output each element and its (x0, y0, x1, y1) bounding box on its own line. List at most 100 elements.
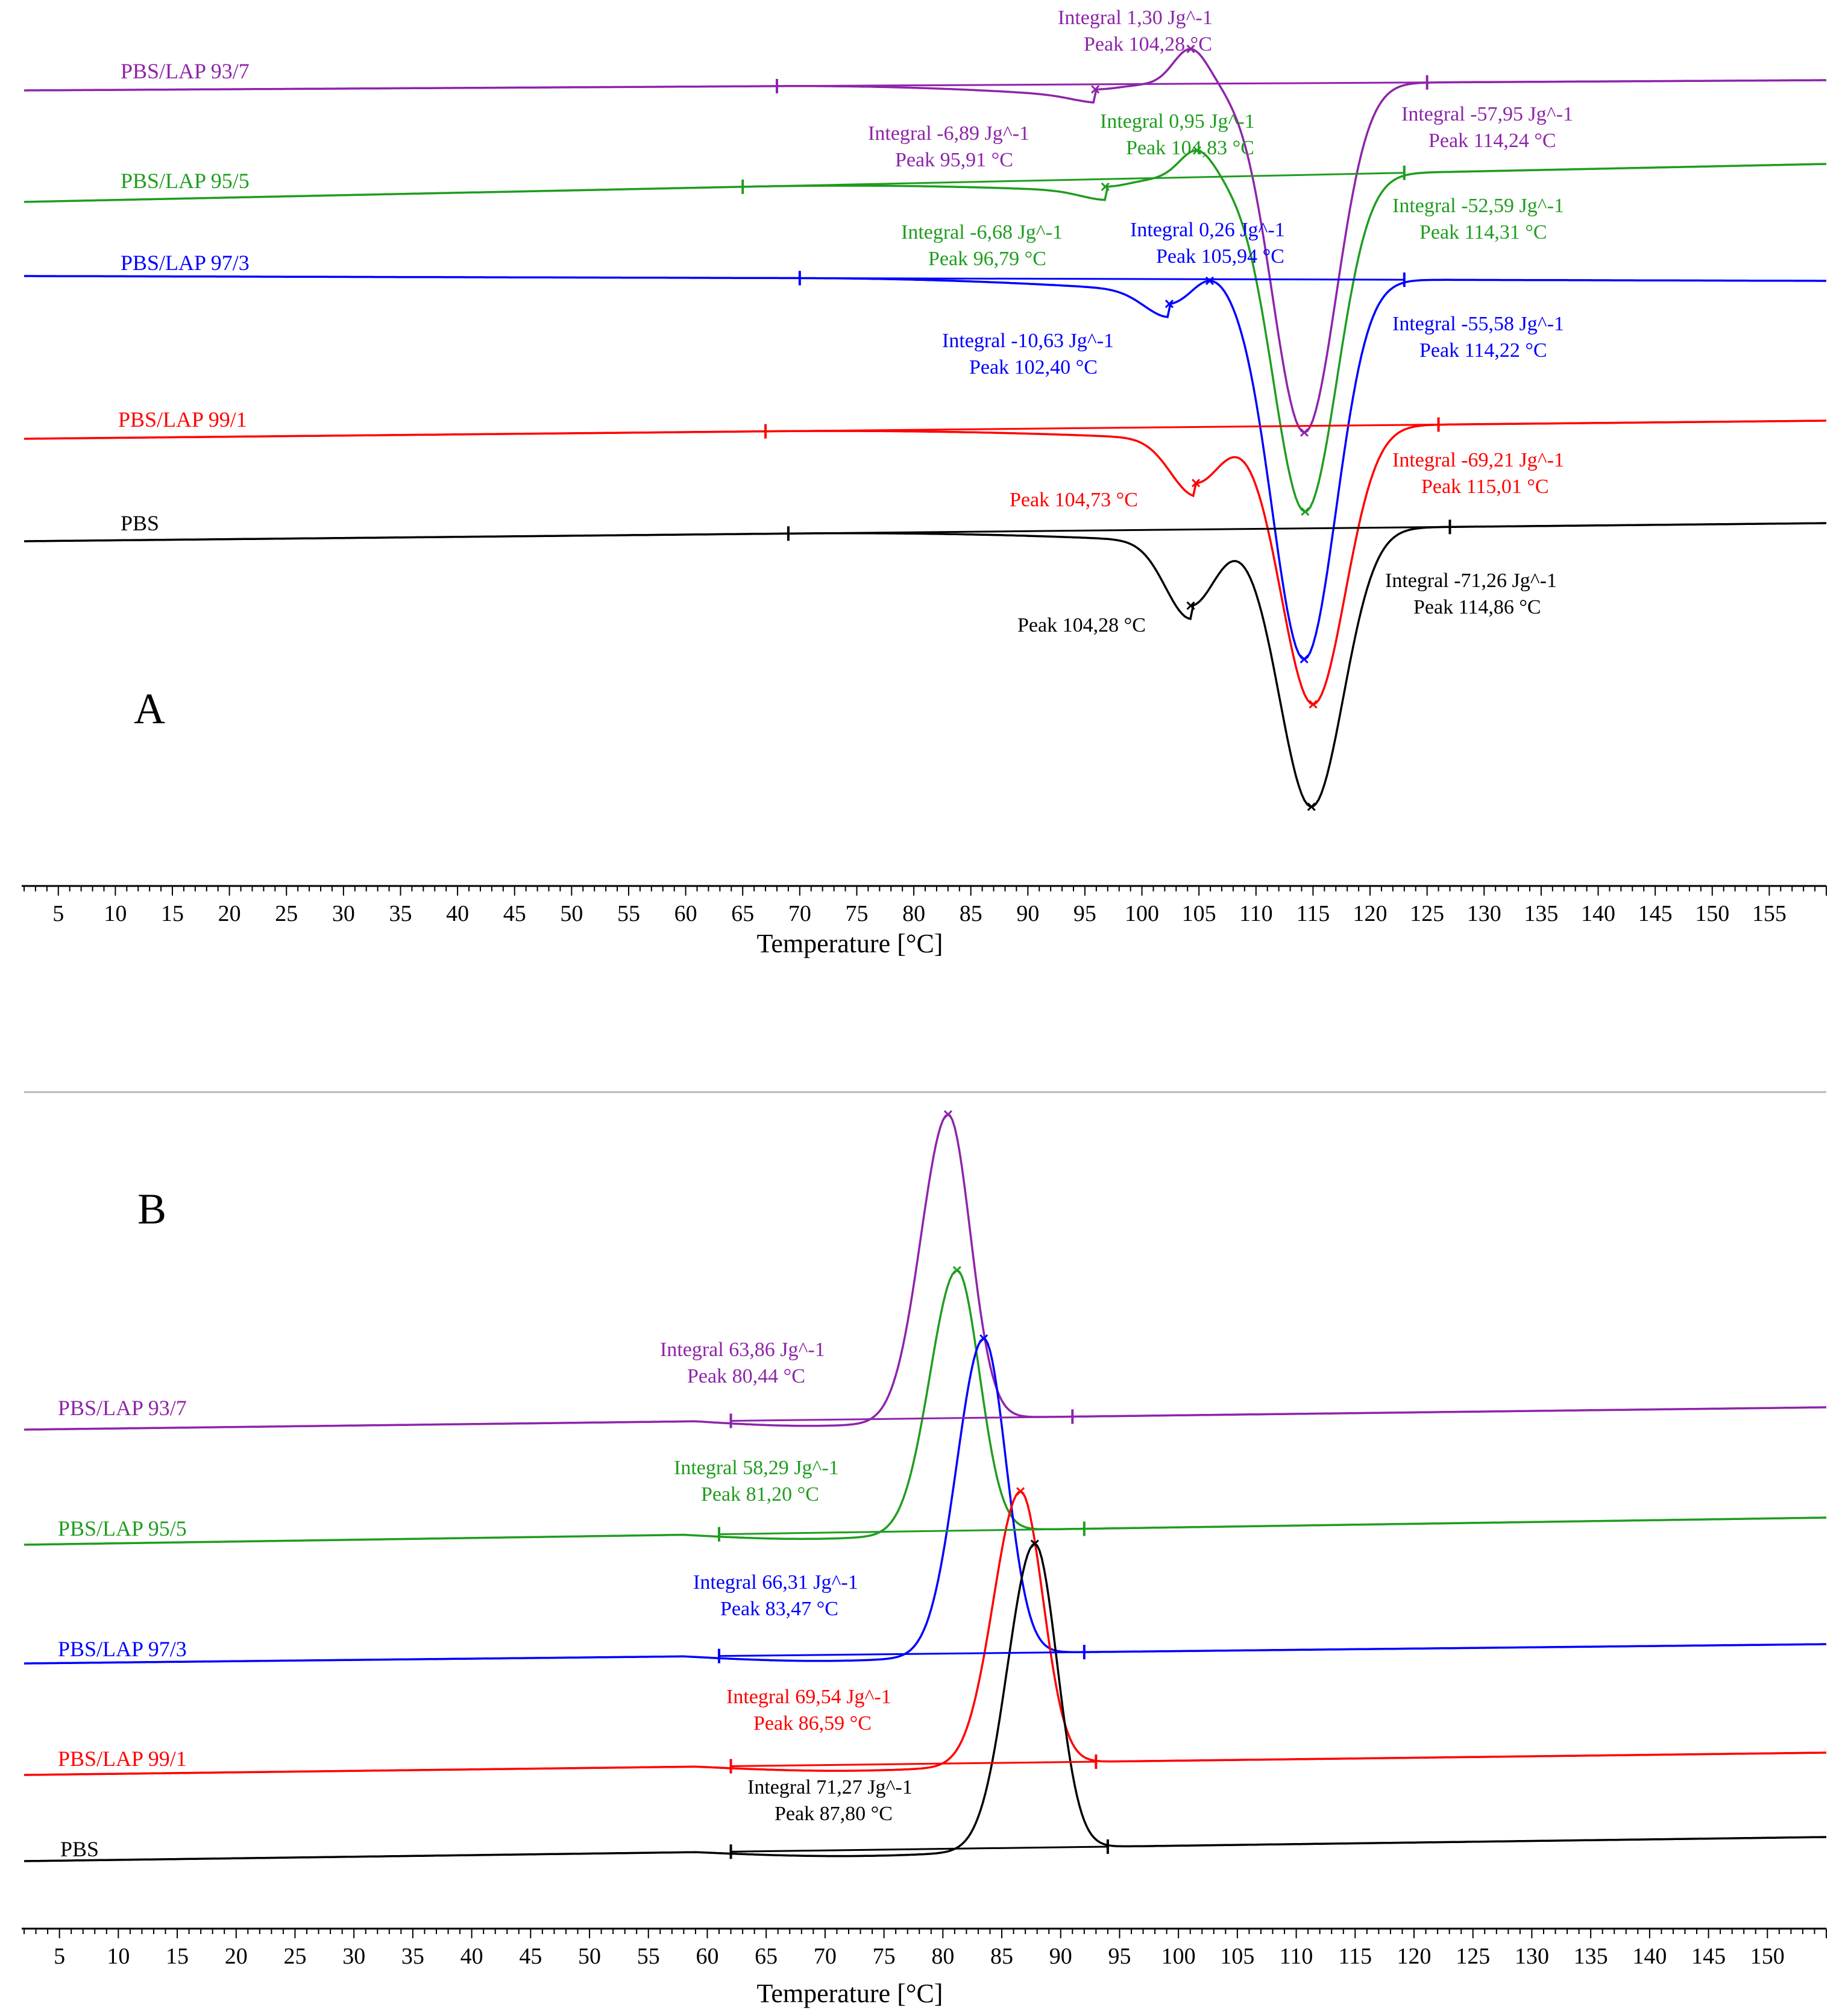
x-tick-label: 25 (283, 1944, 306, 1969)
x-tick-label: 55 (637, 1944, 660, 1969)
legend-label-pbs-lap-97-3-b: PBS/LAP 97/3 (58, 1637, 187, 1661)
panel-b-annotations: Integral 63,86 Jg^-1 Peak 80,44 °C Integ… (660, 1339, 913, 1825)
peak-marker-pbs-lap-97-3 (1164, 300, 1174, 309)
x-tick-label: 120 (1353, 901, 1388, 926)
x-tick-label: 105 (1182, 901, 1216, 926)
x-tick-label: 90 (1049, 1944, 1072, 1969)
curve-pbs-lap-97-3 (24, 275, 1826, 661)
annotation-b-pbs-integral: Integral 71,27 Jg^-1 (747, 1776, 913, 1798)
x-tick-label: 150 (1695, 901, 1729, 926)
panel-a-letter: A (134, 685, 165, 733)
x-tick-label: 155 (1752, 901, 1787, 926)
x-tick-label: 115 (1296, 901, 1330, 926)
annotation-97-3-exo-peak: Peak 105,94 °C (1156, 245, 1284, 268)
x-tick-label: 30 (332, 901, 355, 926)
baseline-b-pbs-lap-95-5 (718, 1528, 1084, 1536)
x-tick-label: 85 (990, 1944, 1013, 1969)
panel-a-x-axis: 5 10 15 20 25 30 35 40 45 50 55 60 65 70 75 80 85 90 95 100… (22, 885, 1827, 926)
x-tick-label: 50 (560, 901, 583, 926)
annotation-b-97-3-integral: Integral 66,31 Jg^-1 (693, 1571, 858, 1594)
legend-label-pbs-lap-99-1: PBS/LAP 99/1 (118, 407, 247, 432)
annotation-b-95-5-integral: Integral 58,29 Jg^-1 (674, 1457, 839, 1479)
annotation-b-99-1-peak: Peak 86,59 °C (753, 1712, 872, 1735)
curve-b-pbs-lap-97-3 (24, 1337, 1826, 1665)
peak-marker-pbs-lap-99-1 (1192, 479, 1201, 488)
x-tick-label: 15 (161, 901, 184, 926)
peak-marker-pbs-lap-97-3 (1300, 655, 1309, 664)
baseline-pbs-lap-99-1 (765, 423, 1439, 433)
annotation-b-93-7-integral: Integral 63,86 Jg^-1 (660, 1339, 825, 1361)
panel-b-x-axis: 5 10 15 20 25 30 35 40 45 50 55 60 65 70 75 80 85 90 95 100… (22, 1927, 1827, 1969)
x-tick-label: 10 (104, 901, 127, 926)
x-tick-label: 50 (578, 1944, 601, 1969)
panel-b-x-axis-title: Temperature [°C] (757, 1979, 943, 2008)
panel-a: A PBS/LAP 93/7 PBS/LAP 95/5 PBS/LAP 97/3… (22, 7, 1827, 958)
x-tick-label: 140 (1632, 1944, 1667, 1969)
baseline-pbs-lap-97-3 (799, 277, 1404, 281)
x-tick-label: 80 (902, 901, 925, 926)
x-tick-label: 75 (845, 901, 868, 926)
annotation-93-7-exo-peak: Peak 104,28 °C (1084, 33, 1212, 55)
peak-marker-pbs-lap-99-1 (1309, 700, 1318, 709)
peak-marker-pbs-lap-95-5 (1301, 507, 1310, 516)
curve-pbs-lap-99-1 (24, 419, 1826, 706)
curve-pbs (24, 522, 1826, 808)
legend-label-pbs-lap-97-3: PBS/LAP 97/3 (121, 251, 250, 275)
x-tick-label: 85 (960, 901, 982, 926)
x-tick-label: 95 (1108, 1944, 1131, 1969)
annotation-97-3-main-integral: Integral -55,58 Jg^-1 (1392, 313, 1564, 335)
curve-b-pbs (24, 1542, 1827, 1862)
annotation-pbs-endo1-peak: Peak 104,28 °C (1017, 614, 1146, 636)
baseline-b-pbs-lap-93-7 (731, 1415, 1073, 1422)
x-tick-label: 80 (931, 1944, 954, 1969)
x-tick-label: 100 (1161, 1944, 1196, 1969)
curve-b-pbs-lap-99-1 (24, 1490, 1826, 1776)
x-tick-label: 110 (1280, 1944, 1313, 1969)
panel-b-curves (24, 1113, 1827, 1862)
curve-b-pbs-lap-95-5 (24, 1269, 1827, 1546)
x-tick-label: 60 (696, 1944, 718, 1969)
peak-marker-b-pbs (1030, 1539, 1039, 1548)
x-tick-label: 25 (275, 901, 298, 926)
x-tick-label: 90 (1016, 901, 1039, 926)
legend-label-pbs-lap-93-7-b: PBS/LAP 93/7 (58, 1396, 187, 1420)
x-tick-label: 70 (814, 1944, 837, 1969)
peak-marker-b-pbs-lap-97-3 (979, 1334, 988, 1343)
legend-label-pbs-b: PBS (60, 1837, 99, 1861)
legend-label-pbs-lap-95-5: PBS/LAP 95/5 (121, 169, 250, 193)
annotation-93-7-main-integral: Integral -57,95 Jg^-1 (1401, 103, 1573, 125)
curve-pbs-lap-93-7 (24, 48, 1826, 434)
x-tick-label: 65 (731, 901, 754, 926)
annotation-95-5-exo-peak: Peak 104,83 °C (1126, 137, 1254, 159)
baseline-pbs-lap-93-7 (776, 81, 1427, 87)
x-tick-label: 110 (1239, 901, 1273, 926)
panel-a-marks (741, 45, 1451, 811)
annotation-95-5-main-integral: Integral -52,59 Jg^-1 (1392, 195, 1564, 217)
annotation-99-1-endo1-peak: Peak 104,73 °C (1010, 489, 1138, 511)
peak-marker-b-pbs-lap-95-5 (952, 1266, 961, 1275)
x-tick-label: 70 (788, 901, 811, 926)
annotation-93-7-endo1-integral: Integral -6,89 Jg^-1 (868, 122, 1029, 145)
peak-marker-pbs-lap-95-5 (1192, 146, 1202, 155)
x-tick-label: 130 (1467, 901, 1501, 926)
annotation-b-97-3-peak: Peak 83,47 °C (720, 1598, 838, 1620)
x-tick-label: 5 (54, 1944, 65, 1969)
x-tick-label: 140 (1581, 901, 1615, 926)
annotation-97-3-exo-integral: Integral 0,26 Jg^-1 (1130, 219, 1285, 241)
x-tick-label: 60 (674, 901, 697, 926)
x-tick-label: 75 (873, 1944, 896, 1969)
x-tick-label: 65 (755, 1944, 778, 1969)
x-tick-label: 100 (1125, 901, 1159, 926)
annotation-b-95-5-peak: Peak 81,20 °C (701, 1483, 819, 1506)
peak-marker-b-pbs-lap-99-1 (1016, 1487, 1025, 1496)
panel-b-marks (718, 1110, 1109, 1859)
annotation-pbs-main-peak: Peak 114,86 °C (1413, 596, 1541, 618)
panel-a-x-axis-title: Temperature [°C] (757, 929, 943, 958)
x-tick-label: 150 (1750, 1944, 1785, 1969)
peak-marker-pbs-lap-97-3 (1205, 276, 1215, 285)
curve-b-pbs-lap-93-7 (24, 1113, 1826, 1431)
baseline-b-pbs-lap-97-3 (718, 1651, 1084, 1657)
x-tick-label: 105 (1220, 1944, 1254, 1969)
x-tick-label: 10 (107, 1944, 130, 1969)
